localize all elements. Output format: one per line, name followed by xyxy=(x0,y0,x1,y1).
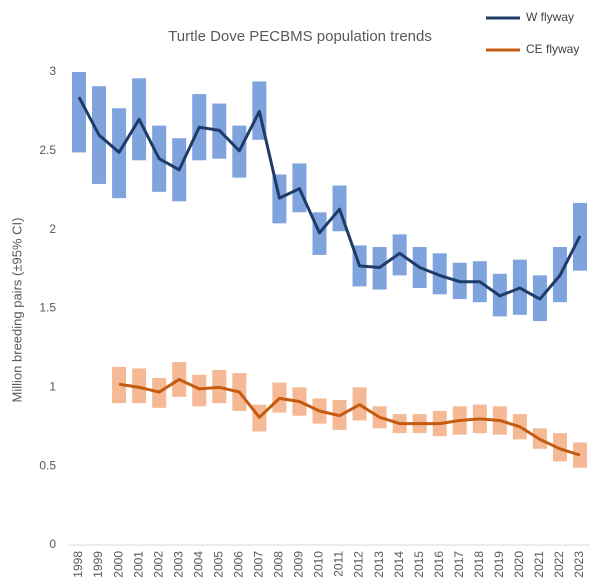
x-tick-label: 1998 xyxy=(71,551,85,578)
chart-title: Turtle Dove PECBMS population trends xyxy=(168,28,432,45)
x-tick-label: 2012 xyxy=(352,551,366,578)
x-tick-label: 2003 xyxy=(171,551,185,578)
line xyxy=(118,377,581,457)
legend-label: W flyway xyxy=(526,10,574,24)
x-tick-label: 2005 xyxy=(211,551,225,578)
x-tick-label: 2009 xyxy=(292,551,306,578)
x-tick-label: 2018 xyxy=(472,551,486,578)
y-tick-label: 0 xyxy=(49,537,56,551)
y-axis-label: Million breeding pairs (±95% CI) xyxy=(9,218,24,403)
ci-box xyxy=(132,368,147,404)
y-tick-label: 0.5 xyxy=(39,458,56,472)
x-tick-label: 2010 xyxy=(312,551,326,578)
x-tick-label: 2023 xyxy=(572,551,586,578)
x-tick-label: 2004 xyxy=(191,551,205,578)
x-tick-label: 2015 xyxy=(412,551,426,578)
x-tick-label: 2017 xyxy=(452,551,466,578)
x-tick-label: 2019 xyxy=(492,551,506,578)
line xyxy=(77,96,582,301)
x-tick-label: 2006 xyxy=(231,551,245,578)
x-tick-label: 2000 xyxy=(111,551,125,578)
legend-label: CE flyway xyxy=(526,42,579,56)
x-tick-label: 2002 xyxy=(151,551,165,578)
x-tick-label: 2007 xyxy=(252,551,266,578)
x-tick-label: 2020 xyxy=(512,551,526,578)
y-tick-label: 3 xyxy=(49,64,56,78)
y-tick-label: 2 xyxy=(49,222,56,236)
y-tick-label: 1 xyxy=(49,380,56,394)
x-tick-label: 2001 xyxy=(131,551,145,578)
y-tick-label: 1.5 xyxy=(39,301,56,315)
x-tick-label: 2014 xyxy=(392,551,406,578)
x-tick-label: 2013 xyxy=(372,551,386,578)
x-tick-label: 1999 xyxy=(91,551,105,578)
x-tick-label: 2021 xyxy=(532,551,546,578)
x-tick-label: 2008 xyxy=(272,551,286,578)
x-tick-label: 2011 xyxy=(332,551,346,577)
x-tick-label: 2022 xyxy=(552,551,566,578)
ci-box xyxy=(192,374,207,407)
y-tick-label: 2.5 xyxy=(39,143,56,157)
x-tick-label: 2016 xyxy=(432,551,446,578)
ci-box xyxy=(72,72,86,153)
